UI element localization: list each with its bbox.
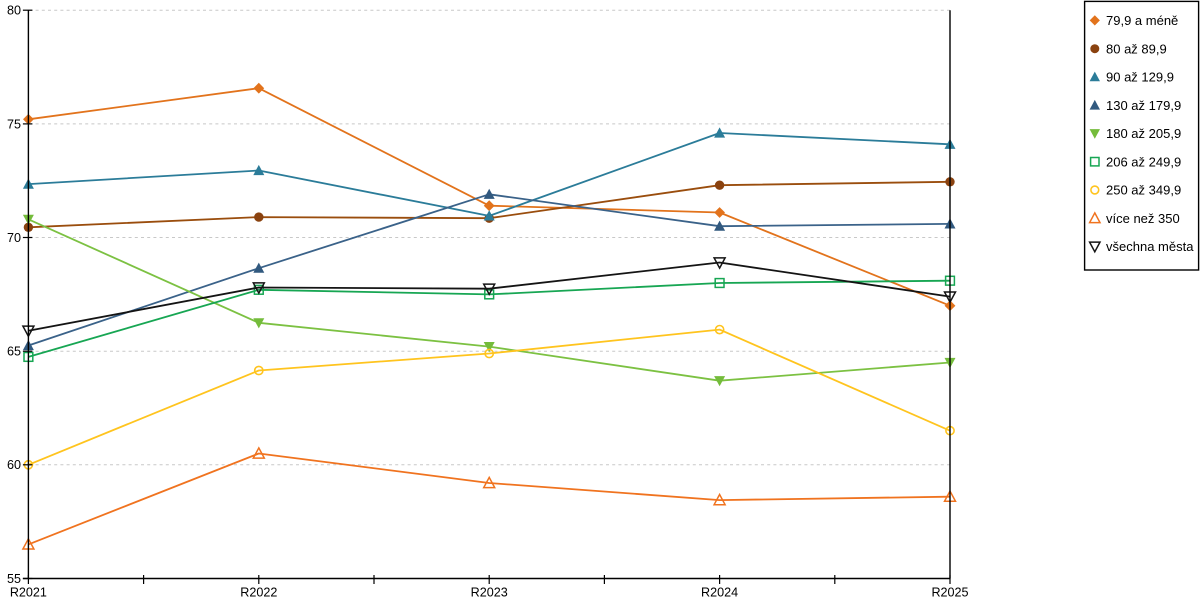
svg-text:R2023: R2023: [471, 586, 508, 600]
svg-text:206 až 249,9: 206 až 249,9: [1106, 154, 1181, 169]
svg-text:65: 65: [7, 345, 21, 359]
svg-text:R2022: R2022: [240, 586, 277, 600]
svg-text:79,9 a méně: 79,9 a méně: [1106, 13, 1178, 28]
svg-text:R2025: R2025: [931, 586, 968, 600]
svg-text:90 až 129,9: 90 až 129,9: [1106, 70, 1174, 85]
svg-text:80 až 89,9: 80 až 89,9: [1106, 41, 1167, 56]
svg-text:75: 75: [7, 117, 21, 131]
svg-text:více než 350: více než 350: [1106, 211, 1180, 226]
svg-text:250 až 349,9: 250 až 349,9: [1106, 183, 1181, 198]
svg-text:60: 60: [7, 458, 21, 472]
svg-text:70: 70: [7, 231, 21, 245]
svg-text:180 až 205,9: 180 až 205,9: [1106, 126, 1181, 141]
svg-text:55: 55: [7, 572, 21, 586]
svg-text:všechna města: všechna města: [1106, 239, 1194, 254]
svg-text:80: 80: [7, 4, 21, 18]
svg-text:130 až 179,9: 130 až 179,9: [1106, 98, 1181, 113]
svg-text:R2021: R2021: [10, 586, 47, 600]
svg-text:R2024: R2024: [701, 586, 738, 600]
